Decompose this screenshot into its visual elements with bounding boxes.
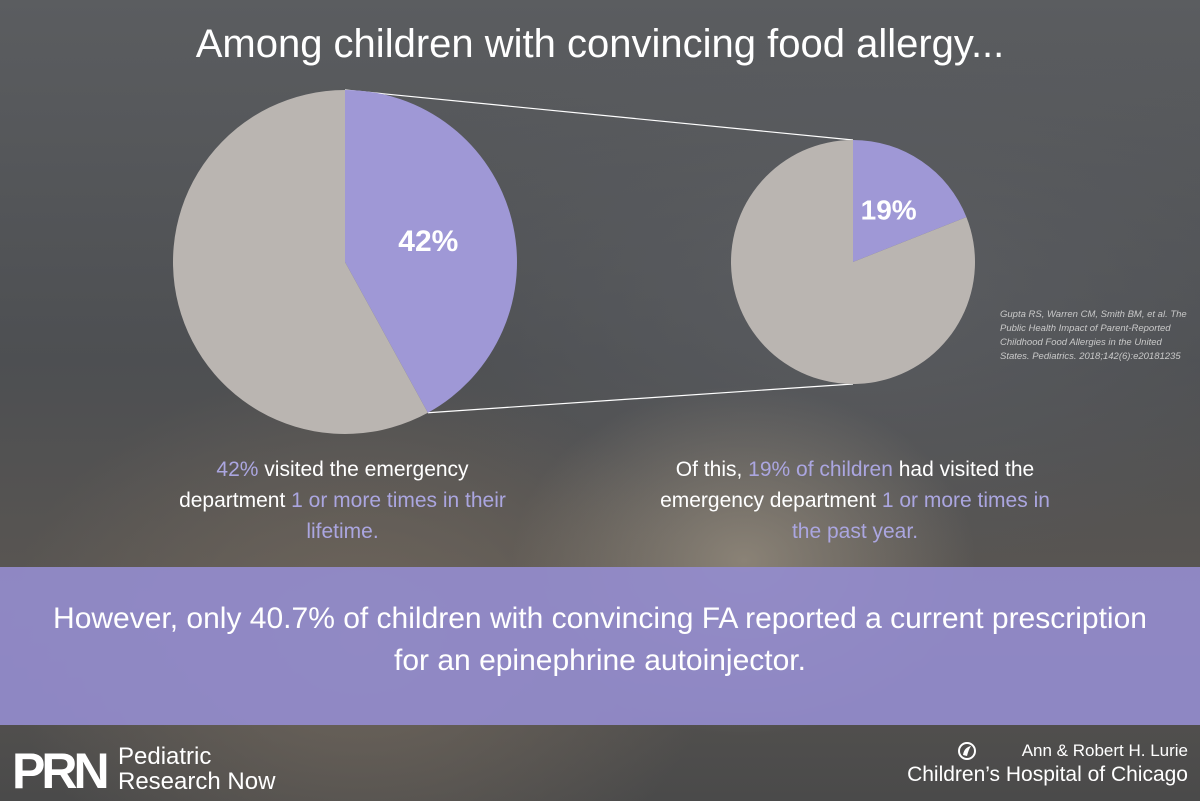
banner-text: However, only 40.7% of children with con… (53, 602, 1147, 677)
pie-slice-rest (173, 90, 428, 434)
caption-past-year-text: had visited the emergency department (660, 458, 1035, 512)
pie-slice-label: 42% (398, 225, 458, 258)
prn-logo-text: PRN (12, 744, 106, 794)
prn-name-line2: Research Now (118, 768, 276, 795)
connector-line-bottom (427, 383, 854, 414)
caption-past-year: Of this, 19% of children had visited the… (660, 454, 1050, 547)
caption-past-year-pct: 19% of children (748, 458, 893, 481)
prn-name-line1: Pediatric (118, 743, 212, 770)
lurie-logo-icon (958, 742, 976, 760)
pie-chart-lifetime: 42% (173, 90, 517, 434)
caption-lifetime-highlight: 1 or more times in their lifetime. (291, 489, 506, 543)
hospital-name-line2: Children’s Hospital of Chicago (907, 763, 1188, 786)
banner-band (0, 567, 1200, 725)
connector-line-top (344, 89, 854, 141)
prn-name: Pediatric Research Now (118, 744, 275, 794)
caption-past-year-intro: Of this, (675, 458, 749, 481)
pie-slice-rest (731, 140, 975, 384)
citation: Gupta RS, Warren CM, Smith BM, et al. Th… (1000, 309, 1187, 362)
pie-slice-highlight (345, 90, 517, 413)
hospital-logo: Ann & Robert H. Lurie Children’s Hospita… (907, 740, 1188, 788)
pie-slice-label: 19% (861, 194, 917, 225)
page-title: Among children with convincing food alle… (195, 22, 1005, 66)
hospital-name-line1: Ann & Robert H. Lurie (1021, 741, 1188, 760)
pie-chart-past-year: 19% (731, 140, 975, 384)
pie-slice-highlight (853, 140, 967, 262)
zoom-connector-lines (344, 89, 854, 414)
caption-lifetime-text: visited the emergency department (179, 458, 469, 512)
caption-lifetime: 42% visited the emergency department 1 o… (170, 454, 515, 547)
caption-lifetime-pct: 42% (216, 458, 259, 481)
prn-logo: PRN (12, 744, 110, 794)
caption-past-year-highlight: 1 or more times in the past year. (791, 489, 1050, 543)
